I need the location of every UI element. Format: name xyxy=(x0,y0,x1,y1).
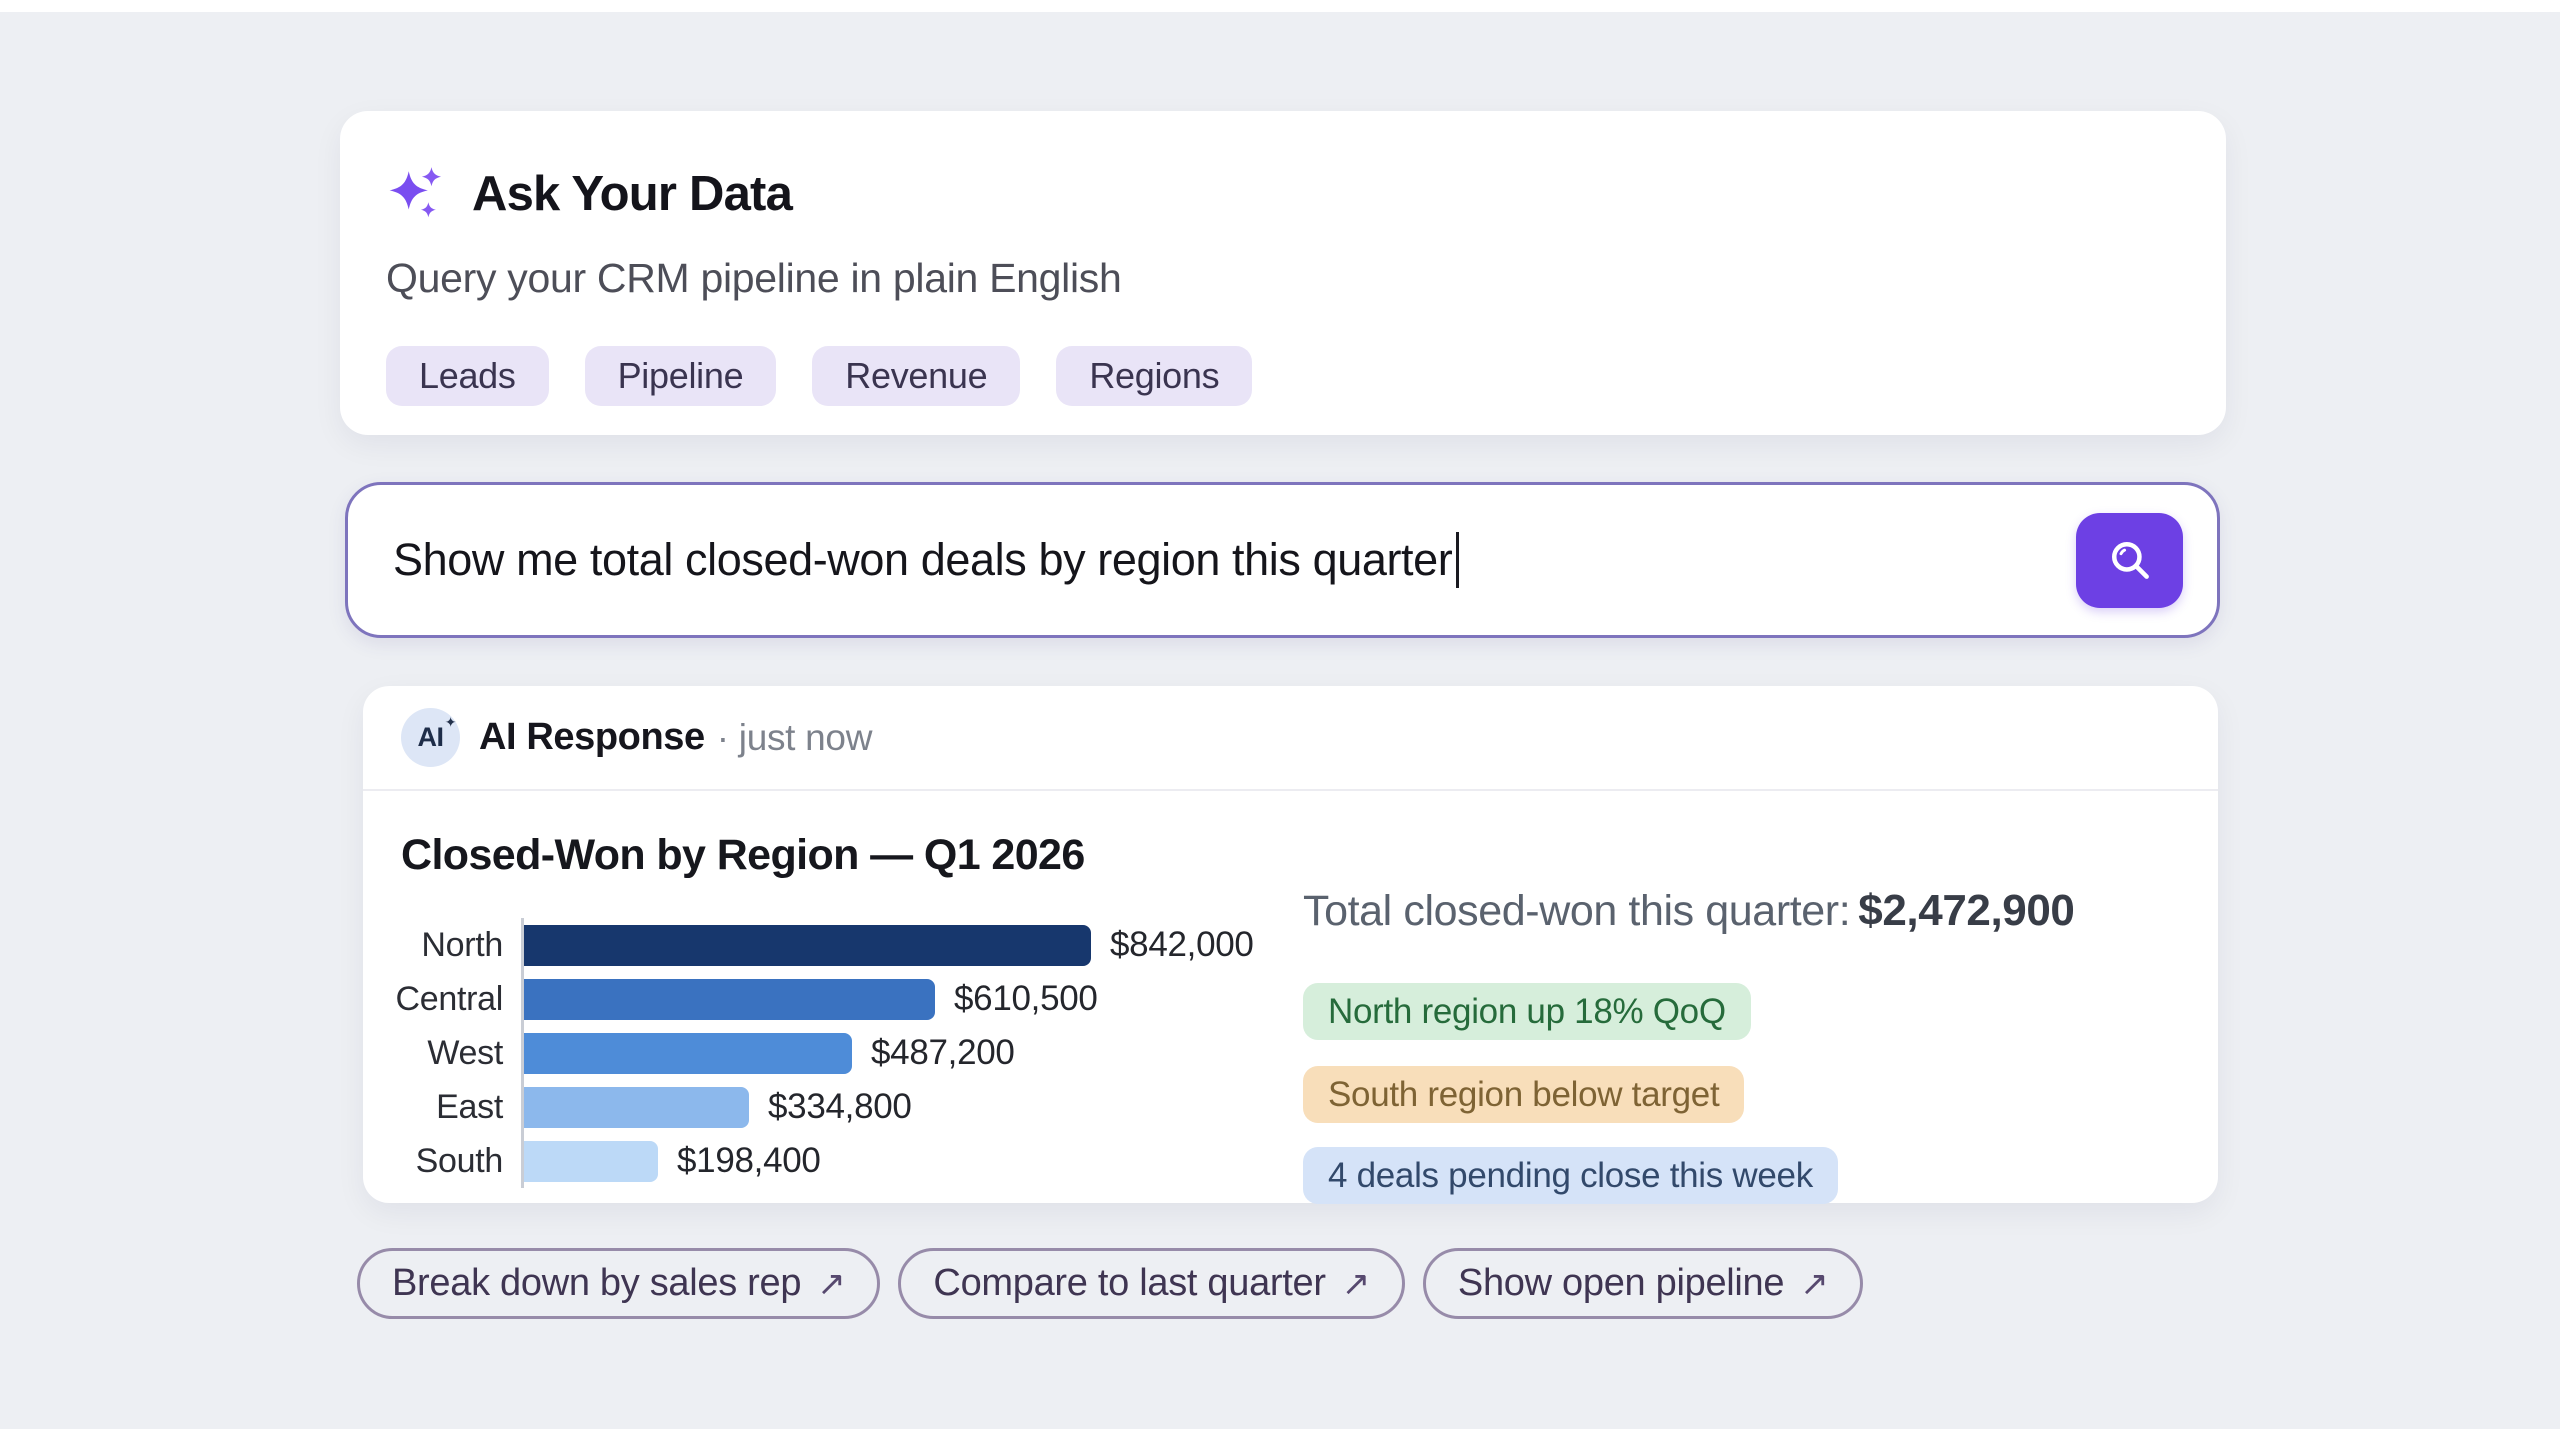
chip-leads[interactable]: Leads xyxy=(386,346,549,406)
mini-sparkle-icon: ✦ xyxy=(444,714,457,730)
arrow-up-right-icon: ↗ xyxy=(1800,1264,1829,1303)
summary-panel: Total closed-won this quarter: $2,472,900… xyxy=(1303,886,2183,1204)
chart-row: $198,400 xyxy=(524,1134,1254,1188)
action-label: Compare to last quarter xyxy=(933,1262,1326,1304)
total-line: Total closed-won this quarter: $2,472,900 xyxy=(1303,886,2183,936)
action-compare-to-last-quarter[interactable]: Compare to last quarter ↗ xyxy=(898,1248,1405,1319)
ai-response-card: AI ✦ AI Response · just now Closed-Won b… xyxy=(363,686,2218,1204)
text-caret xyxy=(1456,532,1460,588)
chart-row: $334,800 xyxy=(524,1080,1254,1134)
bar-east xyxy=(524,1086,749,1128)
chart-row: $610,500 xyxy=(524,972,1254,1026)
total-label: Total closed-won this quarter: xyxy=(1303,887,1851,935)
chip-regions[interactable]: Regions xyxy=(1056,346,1253,406)
bar-chart: North Central West East South $842,000 $… xyxy=(395,918,1254,1188)
chart-row: $487,200 xyxy=(524,1026,1254,1080)
top-edge-strip xyxy=(0,0,2560,12)
action-label: Break down by sales rep xyxy=(392,1262,802,1304)
action-break-down-by-sales-rep[interactable]: Break down by sales rep ↗ xyxy=(357,1248,881,1319)
bar-central xyxy=(524,978,935,1020)
chart-panel: Closed-Won by Region — Q1 2026 North Cen… xyxy=(395,831,1254,1188)
bar-value-label: $487,200 xyxy=(871,1033,1015,1072)
bar-south xyxy=(524,1140,658,1182)
bar-value-label: $842,000 xyxy=(1110,925,1254,964)
ai-avatar: AI ✦ xyxy=(401,708,460,767)
chart-category-labels: North Central West East South xyxy=(395,918,521,1188)
query-input[interactable]: Show me total closed-won deals by region… xyxy=(345,482,2220,638)
bar-north xyxy=(524,924,1091,966)
action-show-open-pipeline[interactable]: Show open pipeline ↗ xyxy=(1422,1248,1864,1319)
title-row: Ask Your Data xyxy=(386,163,2180,225)
insights-row: North region up 18% QoQ South region bel… xyxy=(1303,983,2183,1123)
sparkles-icon xyxy=(389,167,442,218)
bar-category-label: East xyxy=(436,1087,503,1126)
insight-badge-info: 4 deals pending close this week xyxy=(1303,1147,1838,1204)
response-timestamp: · just now xyxy=(716,716,873,758)
chip-pipeline[interactable]: Pipeline xyxy=(584,346,777,406)
bar-category-label: West xyxy=(427,1033,503,1072)
chart-row: $842,000 xyxy=(524,918,1254,972)
insight-badge-positive: North region up 18% QoQ xyxy=(1303,983,1751,1040)
followup-actions-row: Break down by sales rep ↗ Compare to las… xyxy=(357,1248,1864,1319)
query-text: Show me total closed-won deals by region… xyxy=(393,534,1453,585)
action-label: Show open pipeline xyxy=(1457,1262,1785,1304)
response-header: AI ✦ AI Response · just now xyxy=(363,686,2218,791)
chart-title: Closed-Won by Region — Q1 2026 xyxy=(401,831,1085,879)
response-source-label: AI Response xyxy=(479,716,705,758)
bar-value-label: $610,500 xyxy=(954,979,1098,1018)
topic-chips-row: Leads Pipeline Revenue Regions xyxy=(386,346,2180,406)
ask-your-data-card: Ask Your Data Query your CRM pipeline in… xyxy=(340,111,2226,435)
bar-category-label: North xyxy=(421,925,503,964)
search-submit-button[interactable] xyxy=(2076,512,2183,608)
page-title: Ask Your Data xyxy=(472,167,793,221)
page-subtitle: Query your CRM pipeline in plain English xyxy=(386,255,1122,301)
arrow-up-right-icon: ↗ xyxy=(817,1264,846,1303)
bar-category-label: South xyxy=(415,1141,504,1180)
ai-avatar-label: AI xyxy=(417,722,445,752)
bar-value-label: $334,800 xyxy=(768,1087,912,1126)
insight-badge-warning: South region below target xyxy=(1303,1066,1745,1123)
bar-value-label: $198,400 xyxy=(677,1141,821,1180)
chip-revenue[interactable]: Revenue xyxy=(812,346,1021,406)
insights-row-second: 4 deals pending close this week xyxy=(1303,1147,2183,1204)
arrow-up-right-icon: ↗ xyxy=(1341,1264,1371,1303)
search-icon xyxy=(2111,542,2149,579)
bar-west xyxy=(524,1032,852,1074)
total-value: $2,472,900 xyxy=(1858,886,2075,935)
bar-category-label: Central xyxy=(395,979,503,1018)
chart-bars-area: $842,000 $610,500 $487,200 $334,800 $198… xyxy=(521,918,1254,1188)
